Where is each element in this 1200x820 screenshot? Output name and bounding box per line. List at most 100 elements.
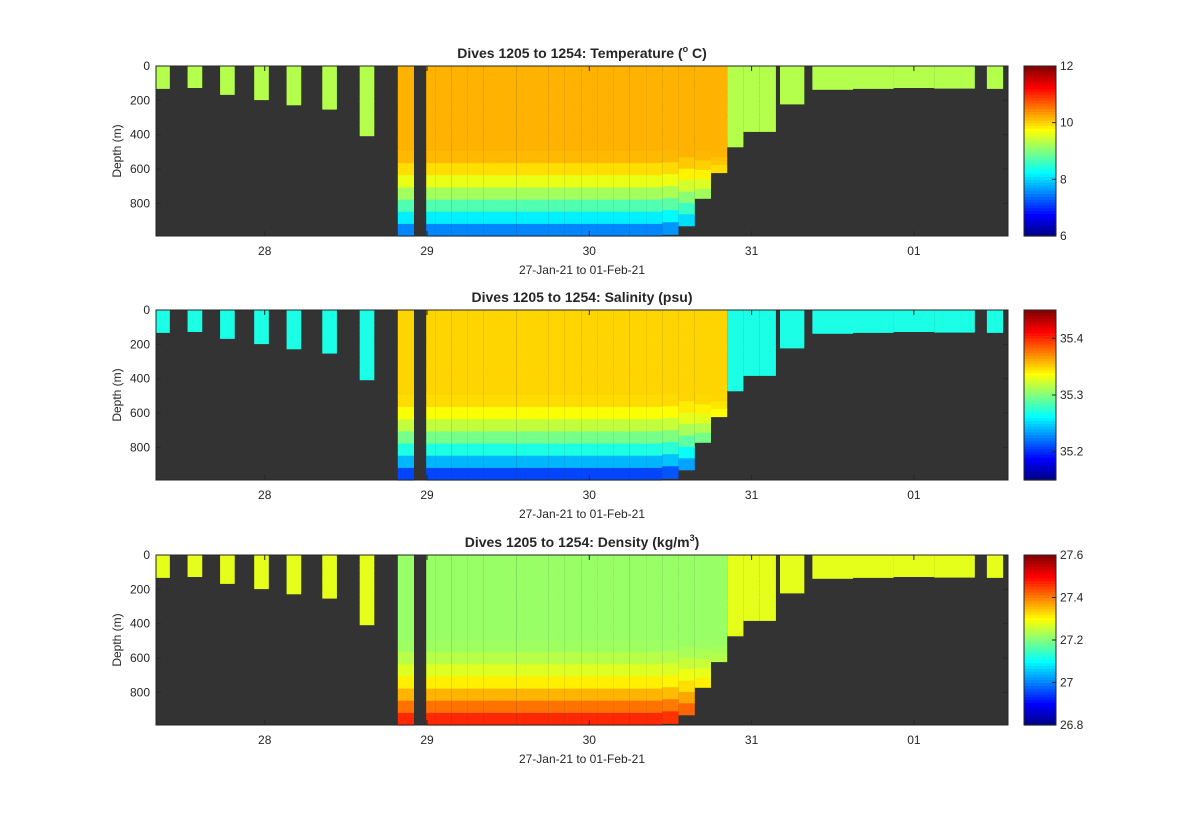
data-cell [156, 311, 170, 314]
data-cell [565, 712, 582, 726]
data-cell [581, 187, 598, 201]
x-tick-label: 01 [907, 733, 921, 747]
data-cell [500, 712, 517, 726]
data-cell [500, 700, 517, 714]
colorbar-cell [1024, 366, 1056, 371]
data-cell [759, 559, 776, 565]
data-cell [597, 138, 614, 152]
colorbar-cell [1024, 219, 1056, 223]
data-cell [780, 576, 805, 580]
data-cell [187, 565, 203, 568]
data-cell [711, 593, 728, 602]
data-cell [986, 327, 1004, 330]
data-cell [727, 129, 744, 136]
plot-area [156, 310, 1008, 481]
data-cell [893, 76, 935, 79]
data-cell [597, 688, 614, 702]
colorbar-cell [1024, 329, 1056, 334]
data-cell [397, 712, 414, 726]
data-cell [711, 623, 728, 632]
data-cell [662, 102, 679, 115]
data-cell [516, 712, 533, 726]
data-cell [743, 112, 760, 118]
data-cell [780, 312, 805, 316]
data-cell [727, 555, 744, 562]
data-cell [187, 322, 203, 325]
data-cell [532, 138, 549, 152]
data-cell [597, 358, 614, 372]
data-cell [934, 567, 975, 570]
data-cell [220, 318, 235, 321]
data-cell [934, 572, 975, 575]
data-cell [613, 382, 630, 396]
data-cell [893, 323, 935, 326]
colorbar-cell [1024, 591, 1056, 596]
data-cell [727, 373, 744, 380]
data-cell [986, 564, 1004, 567]
colorbar-cell [1024, 594, 1056, 599]
data-cell [516, 640, 533, 653]
data-cell [694, 395, 711, 405]
data-cell [359, 100, 375, 107]
data-cell [629, 223, 647, 237]
data-cell [711, 88, 728, 97]
y-tick-label: 800 [130, 440, 150, 454]
data-cell [711, 81, 728, 90]
data-cell [532, 358, 549, 372]
data-cell [435, 443, 452, 457]
data-cell [727, 89, 744, 96]
data-cell [780, 334, 805, 338]
data-cell [322, 564, 337, 568]
data-cell [711, 355, 728, 364]
data-cell [934, 316, 975, 319]
colorbar-tick-label: 12 [1060, 59, 1074, 73]
data-cell [516, 627, 533, 641]
data-cell [853, 85, 894, 88]
data-cell [451, 151, 468, 164]
data-cell [743, 370, 760, 376]
colorbar-tick-label: 35.4 [1060, 331, 1084, 345]
data-cell [780, 71, 805, 75]
colorbar-cell [1024, 440, 1056, 444]
data-cell [812, 566, 853, 569]
data-cell [694, 347, 711, 358]
data-cell [220, 567, 235, 570]
data-cell [426, 199, 436, 213]
data-cell [451, 126, 468, 140]
data-cell [613, 443, 630, 457]
data-cell [565, 652, 582, 665]
data-cell [743, 89, 760, 95]
data-cell [678, 378, 695, 391]
data-cell [435, 114, 452, 128]
plot-area [156, 555, 1008, 726]
data-cell [286, 96, 302, 100]
data-cell [694, 169, 711, 180]
data-cell [727, 83, 744, 90]
data-cell [516, 102, 533, 116]
data-cell [500, 555, 517, 568]
data-cell [646, 102, 663, 116]
data-cell [780, 563, 805, 567]
data-cell [359, 75, 375, 82]
data-cell [254, 319, 269, 323]
colorbar-cell [1024, 477, 1056, 481]
data-cell [678, 355, 695, 368]
data-cell [426, 431, 436, 445]
data-cell [500, 187, 517, 201]
data-cell [743, 126, 760, 132]
data-cell [483, 615, 500, 629]
x-tick-label: 01 [907, 244, 921, 258]
data-cell [780, 560, 805, 564]
data-cell [678, 180, 695, 193]
data-cell [467, 90, 484, 103]
data-cell [548, 163, 565, 176]
data-cell [426, 187, 436, 201]
data-cell [694, 366, 711, 377]
data-cell [853, 570, 894, 574]
data-cell [662, 138, 679, 151]
data-cell [678, 100, 695, 113]
data-cell [893, 568, 935, 571]
data-cell [986, 570, 1004, 574]
colorbar-cell [1024, 628, 1056, 633]
